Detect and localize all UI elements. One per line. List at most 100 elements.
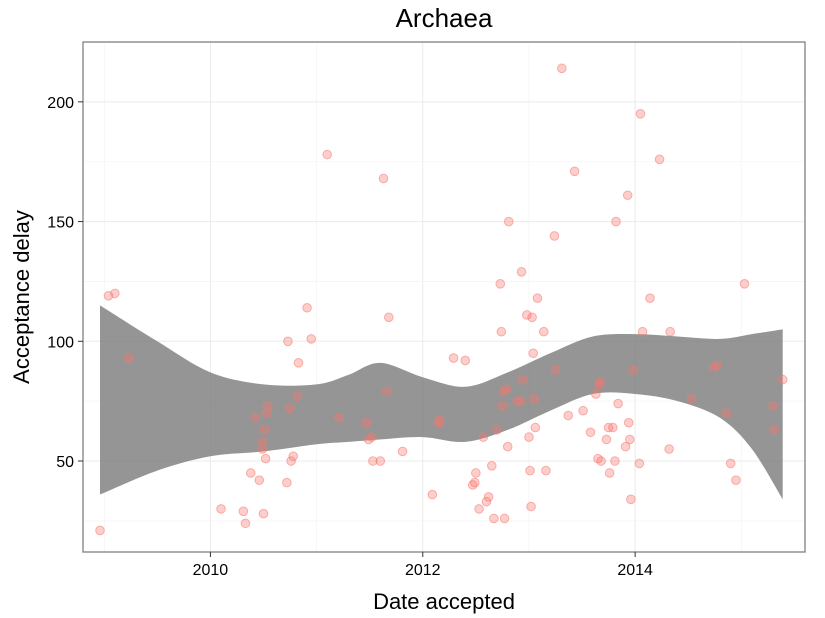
data-point xyxy=(282,477,292,488)
data-point xyxy=(549,231,560,241)
data-point xyxy=(626,494,636,505)
data-point xyxy=(288,451,299,462)
data-point xyxy=(95,525,105,536)
data-point xyxy=(378,173,389,184)
data-point xyxy=(397,446,408,457)
data-point xyxy=(541,465,551,476)
data-point xyxy=(768,401,778,411)
data-point xyxy=(637,326,648,337)
data-point xyxy=(623,417,634,428)
smooth-band xyxy=(99,305,783,500)
data-point xyxy=(434,415,445,426)
data-point xyxy=(448,353,459,363)
data-point xyxy=(258,508,269,519)
data-point xyxy=(522,310,532,320)
data-point xyxy=(585,427,596,438)
data-point xyxy=(261,408,272,418)
data-point xyxy=(645,293,655,303)
data-point xyxy=(529,393,540,404)
data-point xyxy=(517,374,528,385)
data-point xyxy=(302,302,312,313)
data-point xyxy=(245,468,256,478)
data-point xyxy=(375,456,386,466)
data-point xyxy=(610,456,620,466)
data-point xyxy=(460,355,471,366)
data-point xyxy=(427,489,438,500)
data-point xyxy=(286,456,296,466)
data-point xyxy=(259,425,270,435)
data-point xyxy=(471,468,481,478)
data-point xyxy=(611,216,621,227)
data-point xyxy=(474,504,484,514)
data-point xyxy=(250,413,260,423)
data-point xyxy=(293,358,304,368)
data-point xyxy=(712,360,722,371)
data-point xyxy=(622,190,633,201)
data-point xyxy=(524,432,534,442)
data-point xyxy=(527,312,537,323)
y-tick-label: 150 xyxy=(47,215,74,232)
data-point xyxy=(578,405,588,416)
panel-border xyxy=(82,41,806,553)
gridlines xyxy=(83,41,805,552)
data-point xyxy=(515,396,526,406)
data-point xyxy=(769,425,780,435)
data-point xyxy=(530,422,541,433)
data-point xyxy=(260,453,271,464)
data-point xyxy=(512,396,523,406)
data-point xyxy=(322,149,333,160)
data-point xyxy=(368,456,378,466)
data-point xyxy=(257,437,268,447)
x-tick-label: 2014 xyxy=(617,562,653,579)
data-point xyxy=(628,365,638,375)
y-tick-label: 200 xyxy=(47,95,74,112)
data-point xyxy=(497,401,508,411)
data-point xyxy=(383,312,394,323)
data-point xyxy=(595,377,605,387)
data-point xyxy=(550,365,561,375)
data-point xyxy=(238,506,249,517)
data-point xyxy=(306,334,317,344)
data-point xyxy=(526,501,536,512)
data-point xyxy=(240,518,251,529)
data-point xyxy=(525,465,535,476)
data-point xyxy=(557,63,567,74)
data-points xyxy=(95,63,788,536)
data-point xyxy=(731,475,741,485)
y-axis-title: Acceptance delay xyxy=(9,210,34,384)
y-tick-label: 50 xyxy=(56,454,74,471)
data-point xyxy=(539,326,549,337)
data-point xyxy=(563,410,574,421)
chart-title: Archaea xyxy=(396,3,493,33)
data-point xyxy=(635,109,646,119)
data-point xyxy=(499,513,510,524)
data-point xyxy=(604,468,615,478)
data-point xyxy=(686,393,697,404)
data-point xyxy=(620,441,631,452)
data-point xyxy=(634,458,645,469)
data-point xyxy=(367,432,377,442)
data-point xyxy=(123,353,134,363)
data-point xyxy=(777,374,788,385)
data-point xyxy=(292,391,303,402)
data-point xyxy=(486,461,497,471)
data-point xyxy=(110,288,120,299)
data-point xyxy=(503,216,514,227)
data-point xyxy=(725,458,736,469)
data-point xyxy=(216,504,226,514)
data-point xyxy=(361,417,372,428)
data-point xyxy=(489,513,499,524)
data-point xyxy=(496,326,507,337)
x-tick-label: 2010 xyxy=(193,562,229,579)
data-point xyxy=(481,496,492,507)
y-axis: 50 100 150 200 xyxy=(47,95,83,471)
data-point xyxy=(591,389,601,399)
data-point xyxy=(334,413,344,423)
data-point xyxy=(665,326,675,337)
data-point xyxy=(532,293,543,303)
data-point xyxy=(569,166,580,177)
x-tick-label: 2012 xyxy=(405,562,441,579)
data-point xyxy=(516,267,527,277)
data-point xyxy=(528,348,538,359)
